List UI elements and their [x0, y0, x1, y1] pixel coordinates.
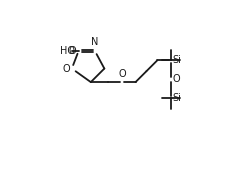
- Text: Si: Si: [173, 93, 182, 103]
- Text: N: N: [91, 37, 99, 47]
- Text: O: O: [63, 64, 70, 74]
- Text: HO: HO: [60, 46, 75, 56]
- Text: Si: Si: [173, 55, 182, 65]
- Text: O: O: [173, 74, 180, 84]
- Text: O: O: [118, 69, 126, 79]
- Text: O: O: [68, 46, 76, 56]
